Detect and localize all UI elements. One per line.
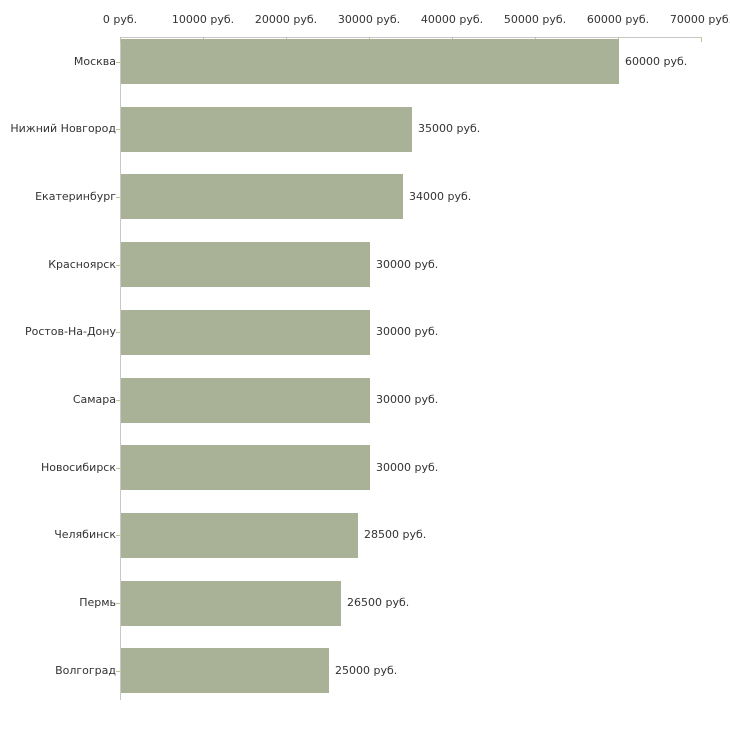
x-axis-tick (120, 37, 121, 42)
category-label: Красноярск (48, 258, 116, 271)
y-axis-tick (116, 332, 120, 333)
x-axis-tick-label: 30000 руб. (337, 13, 401, 26)
y-axis-tick (116, 671, 120, 672)
category-label: Новосибирск (40, 461, 116, 474)
value-label: 30000 руб. (376, 258, 439, 271)
category-label: Волгоград (55, 664, 116, 677)
y-axis-tick (116, 603, 120, 604)
y-axis-tick (116, 62, 120, 63)
x-axis-tick-label: 40000 руб. (420, 13, 484, 26)
category-label: Пермь (79, 596, 116, 609)
value-label: 26500 руб. (347, 596, 410, 609)
value-label: 30000 руб. (376, 325, 439, 338)
category-label: Самара (72, 393, 116, 406)
value-label: 35000 руб. (418, 122, 481, 135)
bar (121, 174, 403, 219)
x-axis-tick-label: 70000 руб. (669, 13, 730, 26)
bar (121, 513, 358, 558)
x-axis-tick (701, 37, 702, 42)
x-axis-line (120, 37, 702, 38)
category-label: Челябинск (54, 528, 116, 541)
y-axis-line (120, 37, 121, 700)
y-axis-tick (116, 129, 120, 130)
value-label: 30000 руб. (376, 461, 439, 474)
value-label: 25000 руб. (335, 664, 398, 677)
x-axis-tick-label: 10000 руб. (171, 13, 235, 26)
x-axis-tick-label: 50000 руб. (503, 13, 567, 26)
value-label: 60000 руб. (625, 55, 688, 68)
x-axis-tick-label: 0 руб. (102, 13, 138, 26)
y-axis-tick (116, 265, 120, 266)
y-axis-tick (116, 535, 120, 536)
value-label: 28500 руб. (364, 528, 427, 541)
bar (121, 310, 370, 355)
category-label: Ростов-На-Дону (24, 325, 116, 338)
category-label: Нижний Новгород (10, 122, 116, 135)
x-axis-tick-label: 20000 руб. (254, 13, 318, 26)
y-axis-tick (116, 400, 120, 401)
y-axis-tick (116, 468, 120, 469)
bar (121, 107, 412, 152)
value-label: 34000 руб. (409, 190, 472, 203)
bar (121, 445, 370, 490)
bar (121, 39, 619, 84)
category-label: Екатеринбург (35, 190, 116, 203)
category-label: Москва (73, 55, 116, 68)
x-axis-tick-label: 60000 руб. (586, 13, 650, 26)
bar (121, 378, 370, 423)
bar (121, 648, 329, 693)
y-axis-tick (116, 197, 120, 198)
bar (121, 581, 341, 626)
bar (121, 242, 370, 287)
value-label: 30000 руб. (376, 393, 439, 406)
